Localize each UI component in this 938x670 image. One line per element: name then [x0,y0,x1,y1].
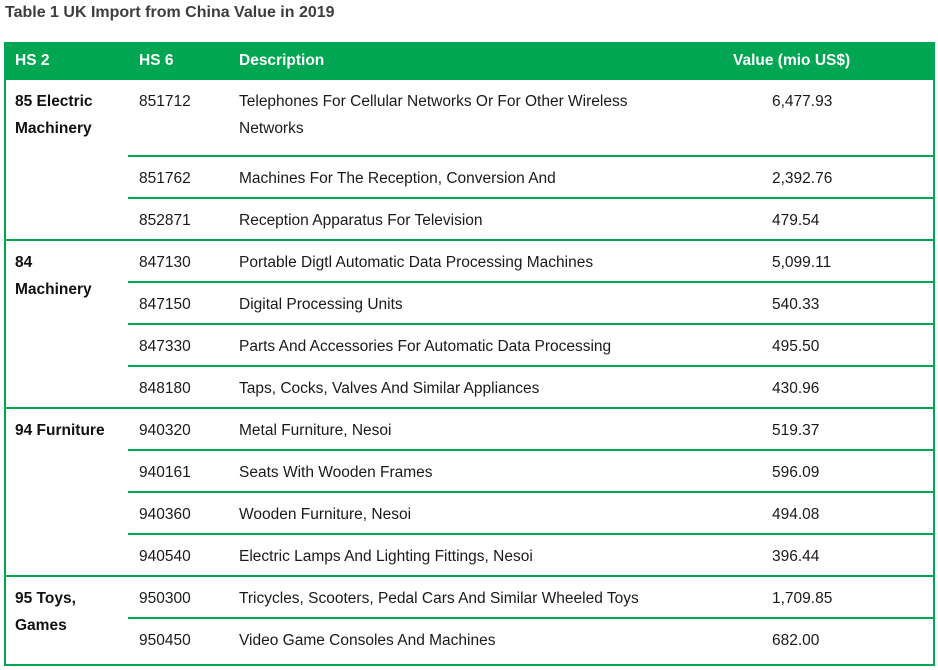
value-cell: 1,709.85 [700,575,934,618]
value-cell: 479.54 [700,197,934,240]
table-row: 95 Toys, Games 950300 Tricycles, Scooter… [5,575,934,665]
description-cell: Telephones For Cellular Networks Or For … [228,78,700,156]
description-cell: Metal Furniture, Nesoi [228,407,700,450]
description-cell: Seats With Wooden Frames [228,449,700,492]
hs6-cell: 940540 [128,533,228,576]
column-header-hs6: HS 6 [128,43,228,79]
value-cell: 396.44 [700,533,934,576]
value-cell: 540.33 [700,281,934,324]
hs6-cell: 851712 [128,78,228,156]
description-cell: Tricycles, Scooters, Pedal Cars And Simi… [228,575,700,618]
table-row: 94 Furniture 940320 Metal Furniture, Nes… [5,407,934,576]
table-row: 852871 Reception Apparatus For Televisio… [5,197,934,240]
description-cell: Electric Lamps And Lighting Fittings, Ne… [228,533,700,576]
hs6-cell: 940360 [128,491,228,534]
table-row: 940161 Seats With Wooden Frames 596.09 [5,449,934,492]
value-cell: 682.00 [700,617,934,665]
table-row: 847330 Parts And Accessories For Automat… [5,323,934,366]
value-cell: 430.96 [700,365,934,408]
hs2-group-cell: 84 Machinery [5,239,128,408]
description-cell: Video Game Consoles And Machines [228,617,700,665]
description-cell: Reception Apparatus For Television [228,197,700,240]
description-cell: Digital Processing Units [228,281,700,324]
header-row: HS 2 HS 6 Description Value (mio US$) [5,43,934,79]
description-cell: Taps, Cocks, Valves And Similar Applianc… [228,365,700,408]
hs6-cell: 848180 [128,365,228,408]
hs6-cell: 950450 [128,617,228,665]
description-cell: Wooden Furniture, Nesoi [228,491,700,534]
table-row: 85 Electric Machinery 851712 Telephones … [5,78,934,240]
value-cell: 6,477.93 [700,78,934,156]
hs6-cell: 847150 [128,281,228,324]
column-header-value: Value (mio US$) [700,43,934,79]
hs6-cell: 950300 [128,575,228,618]
table-row: 847150 Digital Processing Units 540.33 [5,281,934,324]
hs6-cell: 940161 [128,449,228,492]
column-header-description: Description [228,43,700,79]
hs6-cell: 847330 [128,323,228,366]
value-cell: 519.37 [700,407,934,450]
hs2-group-cell: 85 Electric Machinery [5,78,128,240]
column-header-hs2: HS 2 [5,43,128,79]
table-header: HS 2 HS 6 Description Value (mio US$) [5,43,934,79]
import-table: HS 2 HS 6 Description Value (mio US$) 85… [4,42,935,666]
description-cell: Parts And Accessories For Automatic Data… [228,323,700,366]
hs6-cell: 852871 [128,197,228,240]
hs2-group-cell: 94 Furniture [5,407,128,576]
value-cell: 495.50 [700,323,934,366]
table-row: 84 Machinery 847130 Portable Digtl Autom… [5,239,934,408]
hs6-cell: 847130 [128,239,228,282]
page-title: Table 1 UK Import from China Value in 20… [5,4,335,21]
value-cell: 5,099.11 [700,239,934,282]
hs6-cell: 851762 [128,155,228,198]
description-cell: Portable Digtl Automatic Data Processing… [228,239,700,282]
value-cell: 494.08 [700,491,934,534]
hs2-group-cell: 95 Toys, Games [5,575,128,665]
table-row: 940360 Wooden Furniture, Nesoi 494.08 [5,491,934,534]
hs6-cell: 940320 [128,407,228,450]
table-row: 848180 Taps, Cocks, Valves And Similar A… [5,365,934,408]
table-row: 940540 Electric Lamps And Lighting Fitti… [5,533,934,576]
value-cell: 596.09 [700,449,934,492]
value-cell: 2,392.76 [700,155,934,198]
table-row: 950450 Video Game Consoles And Machines … [5,617,934,665]
description-cell: Machines For The Reception, Conversion A… [228,155,700,198]
table-row: 851762 Machines For The Reception, Conve… [5,155,934,198]
